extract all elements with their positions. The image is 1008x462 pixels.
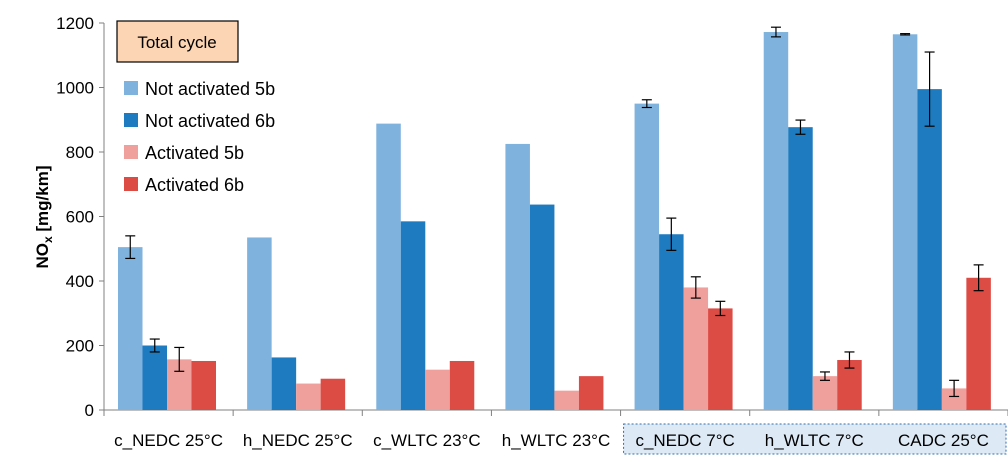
bar-not-activated-5b-c-wltc-23c xyxy=(376,123,401,411)
legend-swatch-not-activated-5b xyxy=(124,81,138,95)
error-bar-activated-6b-h-wltc-7c xyxy=(844,351,855,369)
bar-not-activated-6b-cadc-25c xyxy=(917,89,942,411)
bar-activated-5b-h-wltc-7c xyxy=(812,376,838,410)
bar-not-activated-5b-c-nedc-7c xyxy=(634,103,660,410)
error-bar-not-activated-6b-cadc-25c xyxy=(924,51,935,127)
legend-item-activated-5b: Activated 5b xyxy=(124,143,244,163)
bar-not-activated-6b-c-nedc-25c xyxy=(142,345,167,410)
error-bar-not-activated-5b-cadc-25c xyxy=(900,33,911,36)
bar-activated-6b-c-wltc-23c xyxy=(449,360,475,410)
error-bar-not-activated-5b-c-nedc-25c xyxy=(125,235,136,260)
error-bar-activated-6b-c-nedc-7c xyxy=(715,300,726,317)
legend-label-activated-5b: Activated 5b xyxy=(145,143,244,163)
legend-swatch-activated-5b xyxy=(124,145,138,159)
bar-activated-5b-c-wltc-23c xyxy=(425,369,450,410)
x-tick-label-h-nedc-25c: h_NEDC 25°C xyxy=(243,431,353,450)
error-bar-activated-5b-cadc-25c xyxy=(949,379,960,398)
error-bar-not-activated-6b-c-nedc-7c xyxy=(666,217,677,251)
error-bar-activated-6b-cadc-25c xyxy=(973,264,984,292)
error-bar-not-activated-5b-h-wltc-7c xyxy=(770,26,781,38)
legend-label-activated-6b: Activated 6b xyxy=(145,175,244,195)
legend-item-not-activated-5b: Not activated 5b xyxy=(124,79,275,99)
error-bar-activated-5b-h-wltc-7c xyxy=(819,371,830,381)
y-tick-label-1200: 1200 xyxy=(56,14,94,33)
bar-not-activated-6b-h-nedc-25c xyxy=(271,357,297,410)
bar-activated-5b-h-nedc-25c xyxy=(296,383,321,410)
bar-activated-5b-cadc-25c xyxy=(941,388,967,410)
bar-not-activated-6b-h-wltc-23c xyxy=(529,204,555,410)
x-tick-label-c-nedc-7c: c_NEDC 7°C xyxy=(635,431,734,450)
error-bar-not-activated-6b-h-wltc-7c xyxy=(795,119,806,135)
highlight-region xyxy=(623,423,1007,455)
bar-activated-6b-c-nedc-25c xyxy=(191,360,216,410)
x-tick-label-h-wltc-7c: h_WLTC 7°C xyxy=(765,431,864,450)
legend-label-not-activated-5b: Not activated 5b xyxy=(145,79,275,99)
x-tick-label-c-wltc-23c: c_WLTC 23°C xyxy=(373,431,481,450)
y-tick-label-0: 0 xyxy=(85,401,94,420)
y-axis-title-subscript: x xyxy=(41,236,55,243)
bar-activated-6b-h-wltc-23c xyxy=(578,376,604,410)
bar-activated-5b-h-wltc-23c xyxy=(554,390,579,410)
error-bar-activated-5b-c-nedc-7c xyxy=(690,276,701,299)
bar-not-activated-6b-c-wltc-23c xyxy=(400,221,426,410)
annotation-text: Total cycle xyxy=(137,33,216,52)
bar-activated-6b-h-nedc-25c xyxy=(320,378,346,410)
x-tick-label-cadc-25c: CADC 25°C xyxy=(898,431,989,450)
bar-activated-5b-c-nedc-7c xyxy=(683,287,709,410)
y-tick-label-600: 600 xyxy=(66,208,94,227)
y-axis-title-main: NO xyxy=(33,243,52,269)
y-tick-label-1000: 1000 xyxy=(56,79,94,98)
error-bar-activated-5b-c-nedc-25c xyxy=(174,346,185,372)
legend-label-not-activated-6b: Not activated 6b xyxy=(145,111,275,131)
y-axis-title: NOx [mg/km] xyxy=(33,165,55,268)
legend-swatch-not-activated-6b xyxy=(124,113,138,127)
legend-swatch-activated-6b xyxy=(124,177,138,191)
bar-activated-6b-c-nedc-7c xyxy=(708,308,733,410)
x-tick-label-c-nedc-25c: c_NEDC 25°C xyxy=(114,431,223,450)
y-axis-title-unit: [mg/km] xyxy=(33,165,52,236)
y-tick-label-200: 200 xyxy=(66,337,94,356)
annotation-box xyxy=(116,20,239,63)
x-tick-label-h-wltc-23c: h_WLTC 23°C xyxy=(502,431,611,450)
bar-not-activated-5b-h-nedc-25c xyxy=(247,237,272,410)
error-bar-not-activated-5b-c-nedc-7c xyxy=(641,99,652,109)
y-tick-label-800: 800 xyxy=(66,143,94,162)
y-tick-label-400: 400 xyxy=(66,272,94,291)
error-bar-not-activated-6b-c-nedc-25c xyxy=(149,338,160,353)
bar-activated-6b-cadc-25c xyxy=(966,277,991,410)
bar-not-activated-5b-c-nedc-25c xyxy=(118,247,143,410)
bar-not-activated-6b-c-nedc-7c xyxy=(659,234,684,410)
bar-not-activated-5b-cadc-25c xyxy=(892,34,918,410)
bar-not-activated-5b-h-wltc-23c xyxy=(505,143,530,410)
legend-item-not-activated-6b: Not activated 6b xyxy=(124,111,275,131)
bar-not-activated-6b-h-wltc-7c xyxy=(788,127,813,410)
bar-not-activated-5b-h-wltc-7c xyxy=(763,32,789,410)
legend-item-activated-6b: Activated 6b xyxy=(124,175,244,195)
